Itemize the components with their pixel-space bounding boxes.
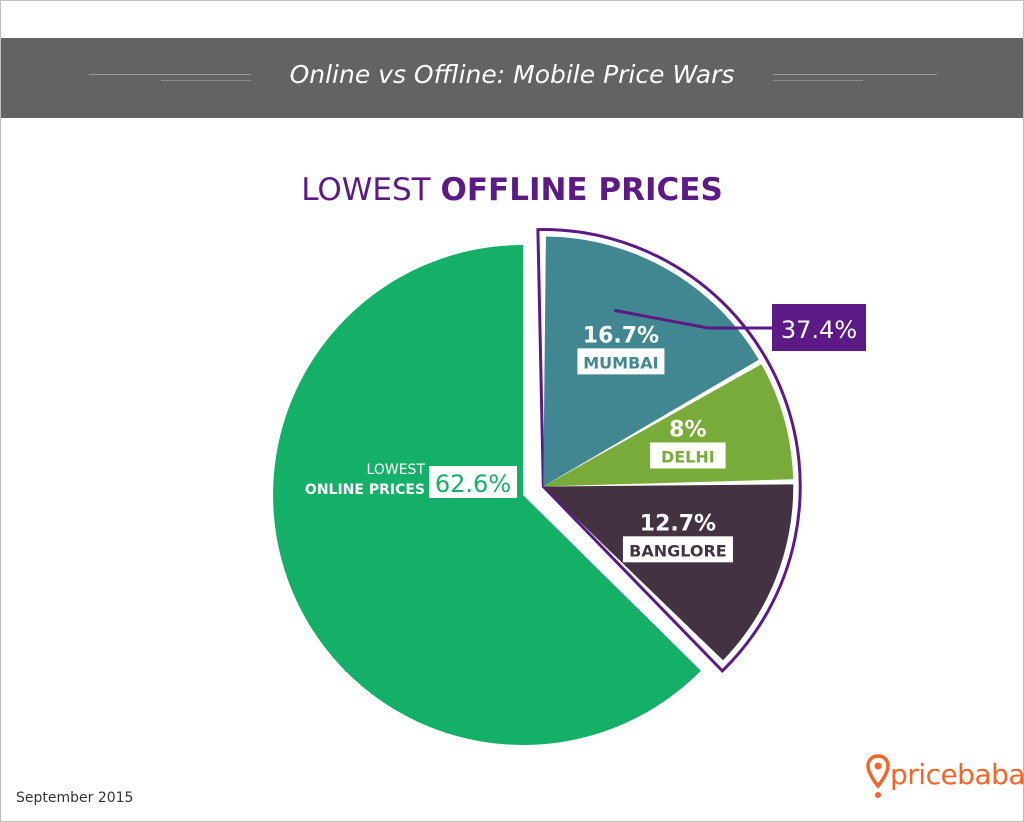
mumbai-name-box	[577, 348, 665, 375]
banglore-name-box	[622, 536, 733, 563]
offline-callout-line	[614, 308, 772, 330]
slice-banglore	[543, 484, 794, 661]
online-label-line2: ONLINE PRICES	[305, 482, 425, 498]
offline-total-label: 37.4%	[781, 316, 857, 344]
delhi-value-label: 8%	[669, 417, 706, 442]
chart-heading: LOWEST OFFLINE PRICES	[0, 172, 1024, 208]
heading-emphasis: OFFLINE PRICES	[440, 172, 723, 208]
banner-divider-left-short	[161, 80, 251, 81]
publish-date: September 2015	[16, 790, 134, 806]
slice-delhi	[543, 364, 794, 487]
brand-name: pricebaba	[890, 758, 1024, 791]
banner-divider-left	[89, 74, 251, 75]
online-value-box	[429, 466, 517, 498]
banner-title: Online vs Offline: Mobile Price Wars	[289, 60, 735, 89]
banner-divider-right-short	[773, 80, 863, 81]
delhi-name-box	[650, 442, 726, 469]
mumbai-name-label: MUMBAI	[583, 353, 658, 372]
heading-prefix: LOWEST	[301, 172, 431, 208]
title-banner: Online vs Offline: Mobile Price Wars	[1, 38, 1023, 118]
online-label-line1: LOWEST	[367, 462, 426, 478]
mumbai-value-label: 16.7%	[583, 323, 659, 348]
online-value-label: 62.6%	[435, 470, 511, 498]
banglore-name-label: BANGLORE	[629, 541, 727, 560]
offline-total-box	[772, 304, 866, 351]
banner-divider-right	[773, 74, 937, 75]
location-pin-icon	[866, 754, 890, 798]
brand-logo: pricebaba	[866, 752, 1024, 802]
delhi-name-label: DELHI	[661, 447, 715, 466]
banglore-value-label: 12.7%	[640, 511, 716, 536]
